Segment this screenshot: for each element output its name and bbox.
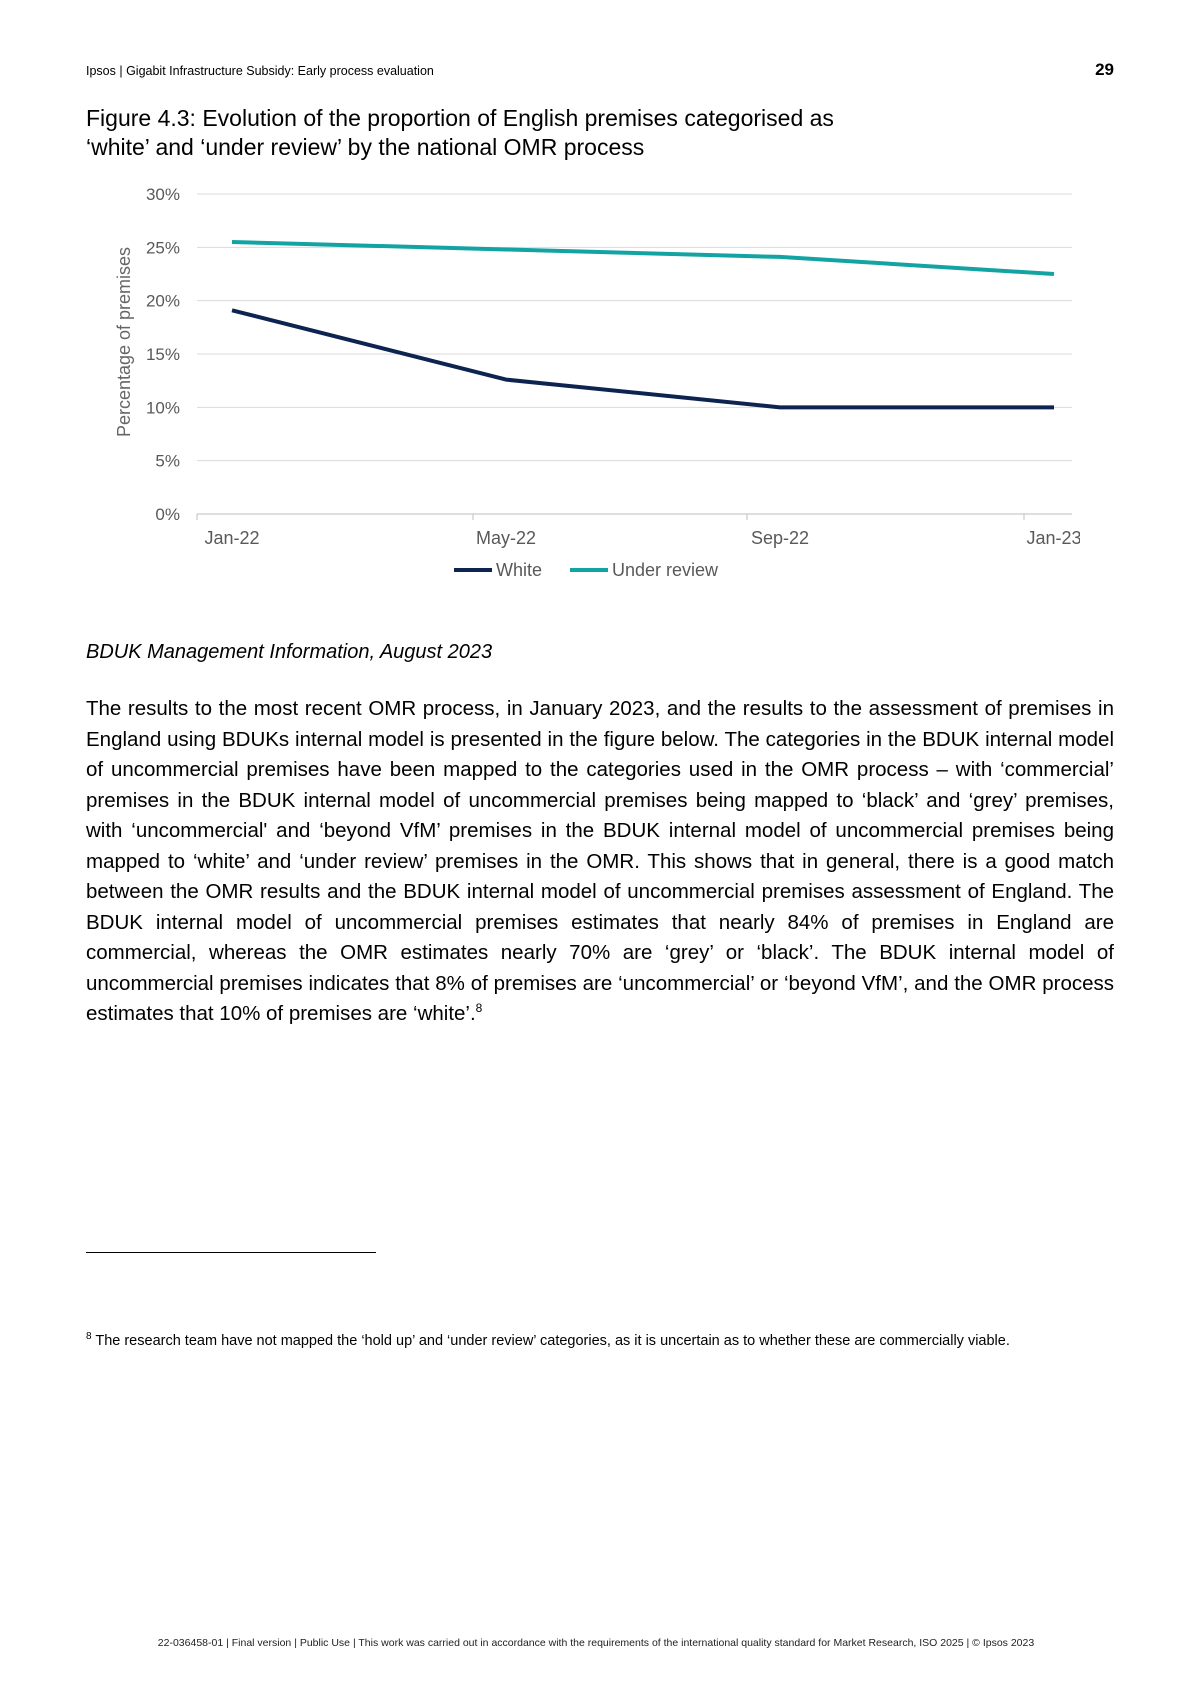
y-tick-label: 10% (146, 398, 180, 417)
figure-title: Figure 4.3: Evolution of the proportion … (86, 104, 946, 162)
series-line-white (231, 308, 1054, 410)
y-tick-label: 0% (155, 505, 180, 524)
figure-title-line-2: ‘white’ and ‘under review’ by the nation… (86, 134, 645, 160)
y-axis-label: Percentage of premises (114, 247, 134, 437)
chart-legend: White Under review (454, 560, 719, 580)
y-tick-label: 25% (146, 238, 180, 257)
footnote-number: 8 (86, 1331, 92, 1343)
y-tick-label: 20% (146, 292, 180, 311)
y-tick-label: 15% (146, 345, 180, 364)
x-tick-label: May-22 (476, 528, 536, 548)
footnote-divider (86, 1252, 376, 1253)
page-footer: 22-036458-01 | Final version | Public Us… (157, 1637, 1035, 1649)
x-axis-ticks: Jan-22 May-22 Sep-22 Jan-23 (196, 514, 1080, 548)
body-paragraph: The results to the most recent OMR proce… (86, 694, 1114, 1030)
body-paragraph-text: The results to the most recent OMR proce… (86, 697, 1114, 1025)
legend-label: Under review (612, 560, 719, 580)
page-number: 29 (1095, 60, 1114, 79)
y-axis-ticks: 0% 5% 10% 15% 20% 25% 30% (146, 185, 180, 524)
series-line-under-review (231, 240, 1055, 276)
figure-source: BDUK Management Information, August 2023 (86, 641, 493, 663)
figure-title-line-1: Figure 4.3: Evolution of the proportion … (86, 105, 834, 131)
legend-label: White (496, 560, 542, 580)
x-tick-label: Jan-22 (204, 528, 259, 548)
footnote-text: The research team have not mapped the ‘h… (95, 1333, 1010, 1349)
chart-series (231, 240, 1055, 410)
footnote: 8 The research team have not mapped the … (86, 1331, 1126, 1349)
x-tick-label: Jan-23 (1026, 528, 1080, 548)
y-tick-label: 30% (146, 185, 180, 204)
footnote-reference[interactable]: 8 (475, 1001, 483, 1016)
running-header: Ipsos | Gigabit Infrastructure Subsidy: … (86, 64, 434, 78)
line-chart: 0%5%10%15%20%25%30% Jan-22 May-22 Sep-22 Ja… (114, 185, 1080, 580)
chart-gridlines (197, 193, 1072, 515)
y-tick-label: 5% (155, 452, 180, 471)
x-tick-label: Sep-22 (751, 528, 809, 548)
